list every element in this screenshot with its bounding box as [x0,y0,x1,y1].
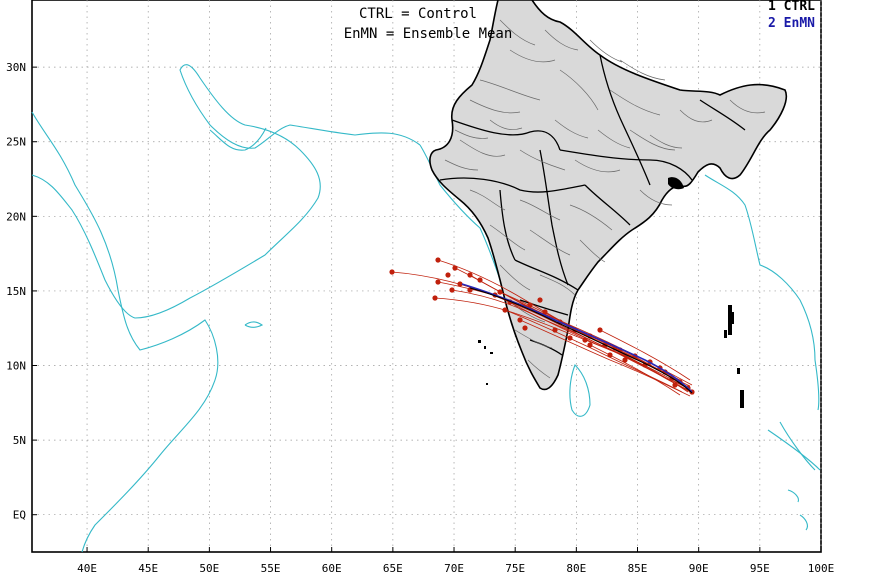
y-tick-label: EQ [13,509,26,522]
track-point [435,279,441,285]
ctrl-track [469,287,693,394]
track-point [587,342,593,348]
track-point [389,269,395,275]
track-point [445,272,451,278]
y-axis-ticks: EQ 5N 10N 15N 20N 25N 30N [6,61,37,522]
y-tick-label: 10N [6,360,26,373]
track-point [542,309,548,315]
track-point [622,357,628,363]
y-tick-label: 30N [6,61,26,74]
x-tick-label: 80E [566,562,586,575]
track-point [537,297,543,303]
y-tick-label: 15N [6,285,26,298]
india-outline [429,0,788,391]
bangladesh-border [668,177,684,190]
islands [478,305,744,408]
sumatra-coast [767,429,821,471]
track-point [672,382,678,388]
x-tick-label: 100E [808,562,835,575]
track-point [449,287,455,293]
plot-frame [31,0,822,553]
x-tick-label: 70E [444,562,464,575]
india-landmass [429,0,788,391]
coastlines [31,64,821,553]
track-point [497,289,503,295]
track-point [527,302,533,308]
header-line-2: EnMN = Ensemble Mean [344,26,513,42]
track-point [552,327,558,333]
africa-coast [31,111,219,553]
x-tick-label: 60E [322,562,342,575]
x-tick-label: 40E [77,562,97,575]
oman-coast [244,321,264,328]
x-tick-label: 75E [505,562,525,575]
island-sea2 [799,514,808,531]
track-point [432,295,438,301]
legend-enmn: 2 EnMN [768,16,815,31]
ensemble-mean-track [461,283,693,393]
x-tick-label: 65E [383,562,403,575]
burma-coast [704,174,820,411]
track-point [435,257,441,263]
track-point [582,337,588,343]
persian-gulf [209,127,267,151]
island-sea [787,489,799,503]
x-tick-label: 55E [261,562,281,575]
track-point [477,277,483,283]
track-point [467,272,473,278]
y-tick-label: 5N [13,434,26,447]
x-tick-label: 95E [750,562,770,575]
track-point [517,317,523,323]
legend-ctrl: 1 CTRL [768,0,815,14]
gridlines [32,0,822,552]
x-tick-label: 45E [138,562,158,575]
track-point [452,265,458,271]
x-axis-ticks: 40E 45E 50E 55E 60E 65E 70E 75E 80E 85E 90E 95E 100E [77,547,834,575]
y-tick-label: 20N [6,210,26,223]
x-tick-label: 85E [628,562,648,575]
x-tick-label: 50E [199,562,219,575]
header-line-1: CTRL = Control [359,6,477,22]
track-point [522,325,528,331]
x-tick-label: 90E [689,562,709,575]
gulf-coast [31,64,421,319]
track-point [502,307,508,313]
track-point [597,327,603,333]
track-point [607,352,613,358]
andaman-coast [779,421,816,471]
y-tick-label: 25N [6,136,26,149]
track-point [567,335,573,341]
track-point [457,281,463,287]
srilanka [569,364,591,417]
